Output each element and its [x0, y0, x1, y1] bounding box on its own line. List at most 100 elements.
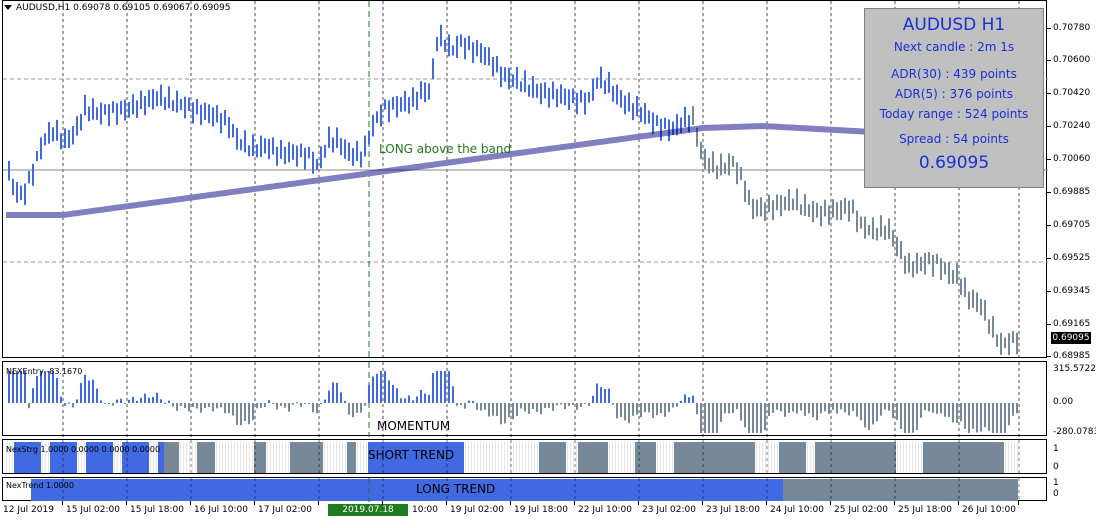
trend-strength-gap [657, 442, 658, 473]
price-axis-tick [1047, 192, 1051, 193]
trend-strength-bar [650, 442, 653, 473]
trend-strength-bar [542, 442, 545, 473]
price-axis-label: 0.70060 [1053, 154, 1091, 164]
dropdown-triangle-icon[interactable] [4, 5, 12, 10]
trend-strength-gap [486, 442, 487, 473]
trend-strength-bar [938, 442, 941, 473]
trend-strength-bar [701, 442, 704, 473]
nextrend-indicator-pane[interactable] [2, 477, 1047, 502]
momentum-bar [916, 403, 918, 430]
momentum-bar [560, 403, 562, 405]
trend-strength-bar [251, 442, 252, 473]
momentum-bar [268, 400, 270, 403]
momentum-bar [64, 403, 66, 407]
trend-strength-bar [452, 442, 455, 473]
momentum-bar [168, 400, 170, 403]
trend-strength-bar [494, 442, 495, 473]
price-axis-tick [1047, 324, 1051, 325]
nexstrg-label: NexStrg 1.0000 0.0000 0.0000 0.0000 [6, 445, 161, 454]
trend-strength-bar [863, 442, 866, 473]
momentum-bar [396, 388, 398, 403]
trend-strength-bar [260, 442, 263, 473]
momentum-bar [536, 403, 538, 412]
trend-strength-gap [1005, 442, 1006, 473]
trend-strength-bar [545, 442, 548, 473]
momentum-bar [456, 403, 458, 406]
trend-strength-bar [899, 442, 900, 473]
trend-strength-bar [467, 442, 468, 473]
trend-strength-gap [324, 442, 325, 473]
momentum-bar [936, 403, 938, 414]
trend-strength-gap [672, 442, 673, 473]
momentum-bar [860, 403, 862, 421]
trend-strength-bar [713, 442, 716, 473]
trend-strength-gap [183, 442, 184, 473]
trend-strength-gap [909, 442, 910, 473]
trend-strength-bar [611, 442, 612, 473]
trend-strength-bar [824, 442, 827, 473]
momentum-bar [820, 403, 822, 414]
trend-strength-bar [41, 442, 42, 473]
price-axis-label: 0.70600 [1053, 55, 1091, 65]
trend-strength-gap [567, 442, 568, 473]
trend-strength-gap [360, 442, 361, 473]
trend-strength-gap [180, 442, 181, 473]
trend-strength-bar [884, 442, 887, 473]
momentum-bar [316, 403, 318, 414]
momentum-bar [372, 376, 374, 403]
momentum-bar [876, 403, 878, 422]
momentum-bar [392, 384, 394, 403]
trend-strength-bar [71, 442, 74, 473]
trend-strength-gap [1014, 442, 1015, 473]
momentum-bar [272, 403, 274, 404]
trend-strength-gap [813, 442, 814, 473]
trend-strength-bar [773, 442, 774, 473]
trend-strength-bar [836, 442, 839, 473]
momentum-bar [444, 371, 446, 403]
trend-strength-bar [971, 442, 974, 473]
trend-strength-bar [137, 442, 140, 473]
momentum-bar [792, 403, 794, 412]
momentum-bar [328, 390, 330, 403]
trend-strength-bar [437, 442, 440, 473]
nexstrg-indicator-pane[interactable] [2, 439, 1047, 475]
price-axis-label: 0.69525 [1053, 253, 1091, 263]
trend-strength-bar [905, 442, 906, 473]
momentum-bar [596, 383, 598, 403]
momentum-bar [956, 403, 958, 423]
trend-strength-gap [471, 442, 472, 473]
trend-strength-bar [953, 442, 956, 473]
trend-strength-bar [599, 442, 602, 473]
trend-strength-bar [950, 442, 953, 473]
momentum-bar [808, 403, 810, 414]
trend-strength-bar [860, 442, 863, 473]
nextrend-axis-label: 0 [1053, 489, 1059, 499]
momentum-bar [888, 403, 890, 411]
trend-strength-bar [659, 442, 660, 473]
trend-strength-bar [566, 442, 567, 473]
momentum-bar [368, 385, 370, 403]
trend-strength-bar [908, 442, 909, 473]
trend-strength-bar [878, 442, 881, 473]
trend-strength-gap [156, 442, 157, 473]
trend-strength-bar [191, 442, 192, 473]
trend-strength-bar [104, 442, 107, 473]
trend-strength-bar [653, 442, 656, 473]
nexentry-indicator-pane[interactable] [2, 361, 1047, 437]
momentum-bar [200, 403, 202, 413]
trend-strength-bar [716, 442, 719, 473]
trend-strength-gap [285, 442, 286, 473]
trend-strength-bar [500, 442, 501, 473]
trend-strength-bar [986, 442, 989, 473]
trend-strength-bar [761, 442, 762, 473]
momentum-bar [648, 403, 650, 413]
short-trend-block [783, 479, 1018, 501]
trend-strength-gap [915, 442, 916, 473]
momentum-bar [144, 393, 146, 403]
momentum-bar [432, 373, 434, 403]
trend-strength-gap [612, 442, 613, 473]
momentum-bar [120, 398, 122, 403]
trend-strength-bar [992, 442, 995, 473]
momentum-bar [988, 403, 990, 431]
trend-strength-bar [419, 442, 422, 473]
